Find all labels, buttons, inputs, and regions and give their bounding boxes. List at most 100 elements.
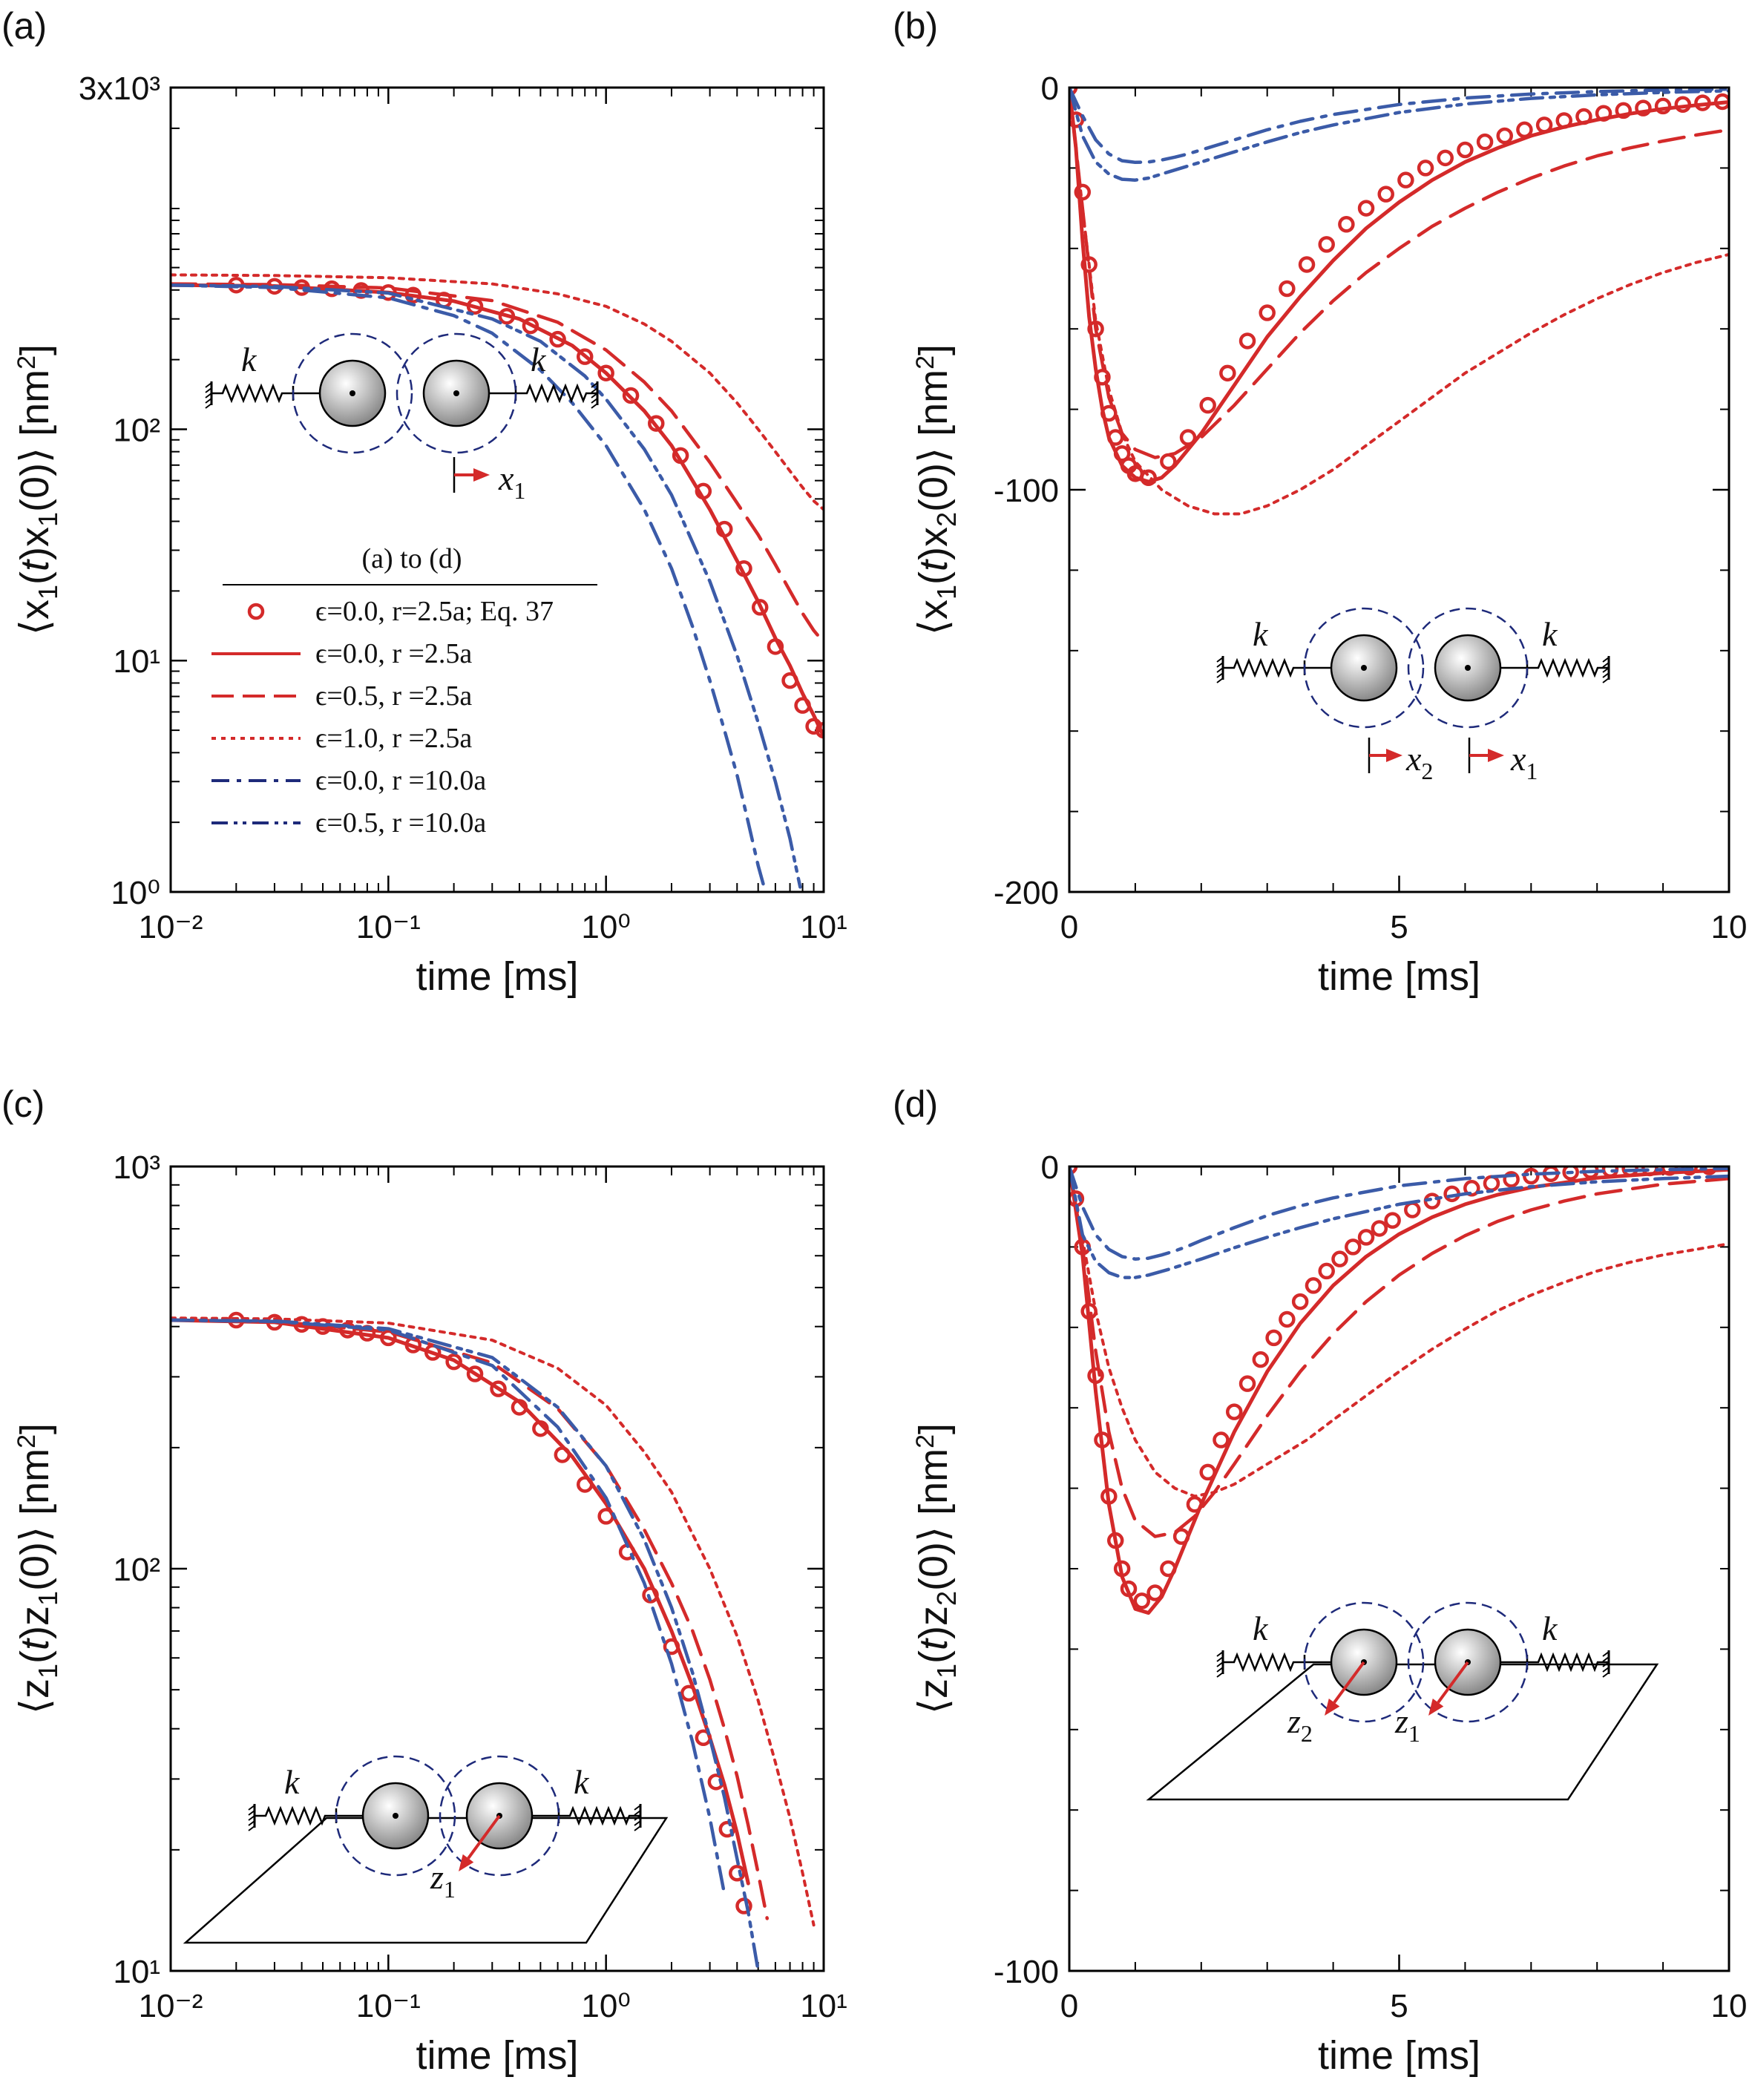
wall-hatch	[591, 382, 598, 388]
y-tick-label: 3x10³	[79, 70, 160, 107]
arrow-head	[1428, 1698, 1444, 1716]
y-label-part: 1	[33, 585, 63, 600]
eq37-marker	[1437, 149, 1454, 167]
wall-hatch	[1216, 1661, 1224, 1667]
wall-hatch	[1602, 672, 1610, 678]
x-tick-label: 10⁻²	[139, 1988, 203, 2024]
y-label-part: ]	[13, 344, 57, 355]
y-label-part: t	[911, 1638, 956, 1650]
y-label-part: ]	[911, 1423, 956, 1434]
eq37-marker	[1345, 1238, 1362, 1256]
arrow-head	[459, 1854, 474, 1871]
eq37-marker	[1226, 1403, 1243, 1420]
label-base: k	[1253, 615, 1269, 653]
y-label-part: 1	[931, 585, 962, 600]
eq37-marker	[490, 1380, 507, 1397]
y-label-part: ⟨x	[911, 600, 956, 635]
y-label-part: (0)⟩ [nm	[911, 370, 956, 512]
y-axis-label: ⟨z1(t)z2(0)⟩ [nm2]	[911, 1423, 962, 1714]
y-label-part: t	[13, 559, 57, 571]
x-tick-label: 10	[1711, 1988, 1748, 2024]
y-label-part: 2	[931, 512, 962, 527]
eq37-marker	[1318, 236, 1335, 253]
inset-schematic: k kx2 x1	[1216, 607, 1610, 784]
series-eps05-r10	[171, 283, 802, 889]
hydrodynamic-shell	[335, 1755, 456, 1877]
eq37-marker	[1238, 1375, 1256, 1392]
label-base: x	[1510, 740, 1526, 778]
arrow-head	[1325, 1698, 1340, 1716]
hydrodynamic-shell	[1407, 1601, 1529, 1723]
label-base: z	[430, 1858, 444, 1896]
legend-title: (a) to (d)	[361, 543, 462, 574]
eq37-marker	[1279, 280, 1296, 298]
arrow-head	[1488, 749, 1504, 762]
hydrodynamic-shell	[1407, 607, 1529, 729]
eq37-marker	[1291, 1293, 1309, 1310]
label-base: k	[284, 1763, 301, 1801]
x-tick-label: 10⁰	[581, 909, 631, 945]
spring	[516, 383, 597, 404]
series-eps00-r10	[171, 283, 767, 892]
wall-hatch	[1602, 662, 1610, 668]
series-eps05-r25	[1069, 1167, 1729, 1538]
eq37-marker	[1259, 304, 1276, 321]
hydrodynamic-shell	[439, 1755, 560, 1877]
x-axis-label: time [ms]	[1318, 2033, 1480, 2078]
arrow-shaft	[1333, 1661, 1365, 1704]
bead-center	[350, 390, 355, 396]
eq37-marker	[1219, 364, 1236, 382]
wall-hatch	[1602, 1672, 1610, 1678]
eq37-marker	[718, 1820, 736, 1838]
y-label-part: )x	[911, 527, 956, 560]
y-tick-label: 0	[1041, 1149, 1059, 1186]
legend: (a) to (d) ϵ=0.0, r=2.5a; Eq. 37 ϵ=0.0, r …	[211, 543, 597, 839]
hydrodynamic-shell	[1303, 607, 1425, 729]
legend-entry-s10: ϵ=1.0, r =2.5a	[315, 723, 472, 754]
wall-hatch	[591, 393, 598, 398]
eq37-marker	[1516, 121, 1533, 139]
series-eps05-r10	[1069, 1167, 1729, 1279]
series-eps05-r25	[1069, 88, 1729, 459]
y-axis-label: ⟨x1(t)x2(0)⟩ [nm2]	[911, 344, 962, 635]
eq37-marker	[1457, 141, 1474, 159]
spring	[211, 383, 293, 404]
inset-schematic: k kz2 z1	[1146, 1601, 1659, 1801]
label-sub: 2	[1421, 758, 1433, 784]
wall-hatch	[634, 1805, 641, 1811]
y-tick-label: -100	[994, 1954, 1059, 1990]
series-eps05-r10	[171, 1318, 760, 1971]
plot-area	[171, 273, 824, 892]
panel-label: (c)	[1, 1083, 45, 1125]
eq37-marker	[1305, 1277, 1322, 1294]
x-tick-label: 10⁻¹	[356, 909, 421, 945]
x-tick-label: 10⁻¹	[356, 1988, 421, 2024]
eq37-marker	[1318, 1262, 1335, 1280]
label-sub: 1	[1408, 1720, 1420, 1747]
y-label-part: 1	[931, 1664, 962, 1679]
eq37-marker	[576, 348, 594, 365]
wall-hatch	[248, 1815, 255, 1821]
eq37-marker	[1397, 171, 1414, 188]
plot-frame	[1068, 1165, 1730, 1972]
wall-hatch	[1602, 1661, 1610, 1667]
label-base: x	[498, 459, 514, 497]
eq37-marker	[1331, 1250, 1348, 1267]
eq37-marker	[522, 317, 539, 335]
y-label-part: 1	[33, 1664, 63, 1679]
y-label-part: 1	[33, 512, 63, 527]
y-label-part: 1	[33, 1591, 63, 1606]
series-eps00-r25	[1069, 1167, 1729, 1615]
spring	[1527, 1652, 1609, 1673]
y-label-part: (	[911, 1650, 956, 1664]
series-eps00-r10	[171, 1318, 726, 1897]
spring-constant-right: k	[531, 341, 547, 378]
eq37-marker	[1357, 1229, 1375, 1246]
wall-hatch	[1602, 677, 1610, 683]
bead-center	[453, 390, 459, 396]
eq37-marker	[729, 1865, 746, 1882]
y-tick-label: -100	[994, 473, 1059, 509]
x-tick-label: 0	[1060, 909, 1078, 945]
